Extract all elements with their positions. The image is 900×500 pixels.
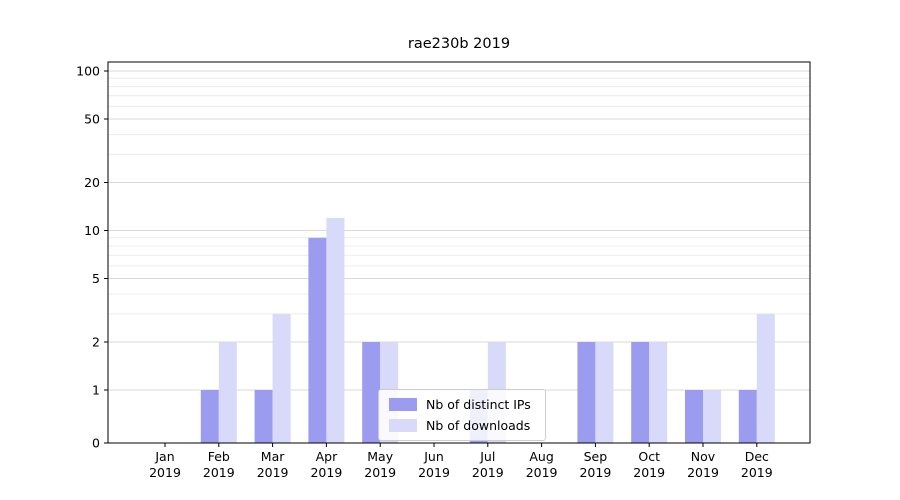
x-tick-label-year: 2019 — [526, 465, 558, 480]
x-tick-label-month: Sep — [584, 449, 608, 464]
x-tick-label-month: Jun — [423, 449, 444, 464]
x-tick-label-month: Dec — [745, 449, 769, 464]
x-tick-label-year: 2019 — [633, 465, 665, 480]
legend-swatch-distinct-ips — [389, 398, 417, 411]
y-tick-label: 100 — [76, 64, 100, 79]
x-tick-label-year: 2019 — [310, 465, 342, 480]
y-tick-label: 5 — [92, 271, 100, 286]
bar-downloads — [756, 313, 775, 443]
y-tick-label: 0 — [92, 436, 100, 451]
y-tick-label: 1 — [92, 383, 100, 398]
bar-distinct-ips — [631, 341, 650, 443]
bar-distinct-ips — [577, 341, 596, 443]
plot-border — [107, 61, 811, 444]
bar-distinct-ips — [362, 341, 381, 443]
bar-distinct-ips — [200, 390, 219, 443]
y-tick-label: 10 — [84, 223, 100, 238]
legend-item-distinct-ips: Nb of distinct IPs — [389, 397, 531, 412]
x-tick-label-year: 2019 — [579, 465, 611, 480]
bar-distinct-ips — [685, 390, 703, 443]
bar-downloads — [703, 390, 721, 443]
bar-downloads — [595, 341, 614, 443]
legend-label-distinct-ips: Nb of distinct IPs — [426, 397, 531, 412]
bar-distinct-ips — [308, 237, 327, 443]
x-tick-label-month: Aug — [529, 449, 553, 464]
x-tick-label-month: Mar — [261, 449, 285, 464]
x-tick-label-year: 2019 — [149, 465, 181, 480]
bar-downloads — [649, 341, 668, 443]
bar-downloads — [272, 313, 291, 443]
bar-downloads — [218, 341, 237, 443]
bar-downloads — [326, 217, 345, 443]
x-tick-label-month: Oct — [638, 449, 660, 464]
chart-title: rae230b 2019 — [407, 36, 511, 52]
x-tick-label-year: 2019 — [741, 465, 773, 480]
legend-swatch-downloads — [389, 419, 417, 432]
x-tick-label-year: 2019 — [418, 465, 450, 480]
x-tick-label-month: May — [367, 449, 393, 464]
legend-item-downloads: Nb of downloads — [389, 418, 531, 433]
x-tick-label-month: Apr — [316, 449, 338, 464]
x-tick-label-month: Jul — [479, 449, 495, 464]
legend-label-downloads: Nb of downloads — [426, 418, 531, 433]
bar-distinct-ips — [254, 390, 273, 443]
x-tick-label-year: 2019 — [257, 465, 289, 480]
x-tick-label-month: Jan — [154, 449, 174, 464]
x-tick-label-year: 2019 — [364, 465, 396, 480]
y-tick-label: 50 — [84, 112, 100, 127]
y-tick-label: 20 — [84, 175, 100, 190]
bar-distinct-ips — [738, 390, 757, 443]
x-tick-label-month: Feb — [208, 449, 230, 464]
x-tick-label-year: 2019 — [687, 465, 719, 480]
x-tick-label-month: Nov — [691, 449, 716, 464]
y-tick-label: 2 — [92, 334, 100, 349]
legend: Nb of distinct IPs Nb of downloads — [378, 389, 546, 441]
x-tick-label-year: 2019 — [203, 465, 235, 480]
x-tick-label-year: 2019 — [472, 465, 504, 480]
